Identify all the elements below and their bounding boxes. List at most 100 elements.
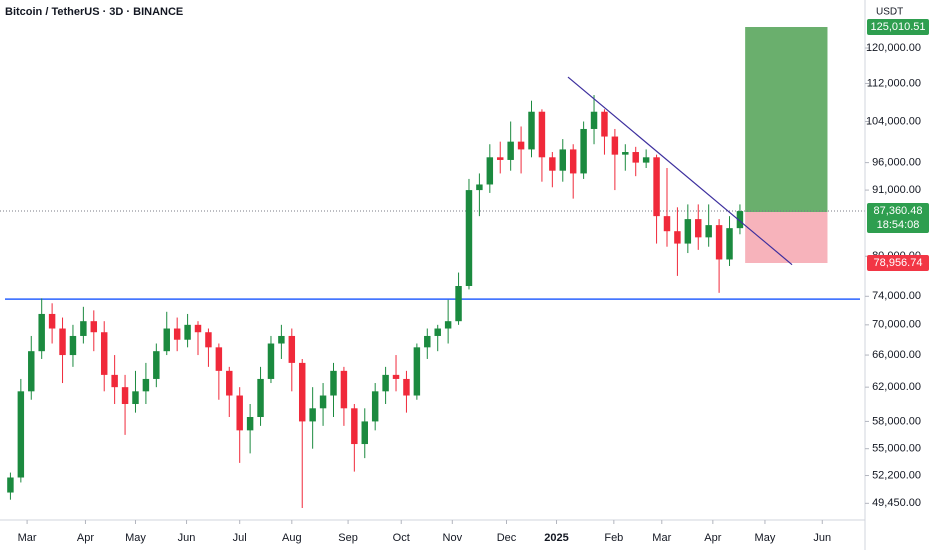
candle-body (371, 391, 379, 422)
candle-body (309, 408, 316, 422)
candle-body (424, 335, 431, 348)
price-labels: 125,010.5178,956.7486,736.3387,360.4818:… (867, 19, 929, 271)
loss-zone (745, 211, 828, 263)
candle-body (319, 395, 327, 409)
candle-body (184, 324, 191, 340)
x-tick-label: May (125, 532, 146, 544)
y-tick-label: 74,000.00 (872, 290, 921, 302)
candle-body (465, 190, 473, 286)
candle-body (392, 374, 400, 379)
candle-body (382, 374, 389, 392)
x-tick-label: Feb (604, 532, 623, 544)
x-tick-label: Jun (813, 532, 831, 544)
candle-body (632, 152, 639, 163)
x-tick-label: Sep (338, 532, 358, 544)
y-tick-label: 52,200.00 (872, 469, 921, 481)
candle-body (267, 343, 275, 379)
candle-body (434, 328, 441, 336)
x-tick-label: Mar (652, 532, 671, 544)
x-tick-label: May (755, 532, 776, 544)
trend-line (567, 76, 793, 266)
candle-body (194, 324, 202, 333)
candle-body (674, 231, 681, 244)
candle-body (90, 321, 98, 333)
candle-body (642, 157, 650, 163)
candle-body (69, 335, 77, 356)
candle-body (132, 391, 139, 405)
candle-body (705, 225, 712, 238)
y-tick-label: 66,000.00 (872, 349, 921, 361)
candle-body (497, 157, 504, 160)
price-label: 125,010.51 (870, 21, 925, 33)
candle-body (663, 216, 671, 232)
candle-body (28, 351, 35, 392)
candle-body (549, 157, 556, 171)
candle-body (684, 219, 692, 244)
plot-area (0, 27, 865, 509)
candle-body (559, 149, 567, 171)
candle-body (611, 136, 619, 155)
x-tick-label: Apr (704, 532, 721, 544)
candle-body (142, 378, 150, 392)
candle-body (173, 328, 181, 340)
candle-body (298, 362, 306, 422)
x-tick-label: 2025 (544, 532, 568, 544)
price-label-box (867, 19, 929, 36)
candle-body (538, 111, 546, 158)
candle-body (17, 391, 25, 478)
chart-title: Bitcoin / TetherUS · 3D · BINANCE (5, 6, 183, 18)
candle-body (715, 225, 723, 260)
candle-body (413, 347, 421, 396)
candle-body (153, 351, 160, 379)
candle-body (507, 141, 514, 160)
candle-body (476, 184, 483, 191)
candle-body (121, 387, 129, 405)
candle-body (205, 332, 212, 348)
candle-body (257, 378, 264, 418)
candle-body (163, 328, 170, 352)
x-tick-label: Dec (497, 532, 517, 544)
candle-body (517, 141, 525, 150)
x-tick-label: Jul (233, 532, 247, 544)
candle-body (403, 378, 410, 396)
candle-body (361, 421, 368, 445)
candle-body (601, 111, 608, 137)
candle-body (226, 370, 233, 396)
x-tick-label: Nov (443, 532, 463, 544)
candle-body (48, 313, 56, 329)
x-tick-label: Aug (282, 532, 302, 544)
candle-body (351, 408, 358, 445)
candle-body (59, 328, 66, 356)
y-tick-label: 120,000.00 (866, 42, 921, 54)
candle-body (7, 477, 14, 493)
candle-body (580, 128, 587, 174)
candle-body (278, 335, 285, 344)
y-tick-label: 112,000.00 (867, 77, 921, 89)
candle-body (236, 395, 243, 431)
y-tick-label: 91,000.00 (872, 184, 921, 196)
candle-body (695, 219, 702, 238)
candle-body (215, 347, 223, 371)
candle-body (330, 370, 337, 396)
candle-body (569, 149, 577, 174)
candle-body (38, 313, 45, 352)
candle-body (622, 152, 629, 155)
y-tick-label: 58,000.00 (872, 415, 921, 427)
y-tick-label: 49,450.00 (872, 497, 921, 509)
candle-body (590, 111, 598, 129)
candle-body (486, 157, 494, 185)
candle-body (111, 374, 118, 388)
countdown-label: 18:54:08 (877, 219, 920, 231)
candle-body (80, 321, 87, 336)
x-tick-label: Mar (18, 532, 37, 544)
y-tick-label: 55,000.00 (872, 443, 921, 455)
candle-body (288, 335, 296, 363)
price-label: 87,360.48 (874, 205, 923, 217)
y-tick-label: 62,000.00 (872, 381, 921, 393)
candle-body (528, 111, 535, 150)
candle-body (726, 228, 733, 260)
price-label-box (867, 254, 929, 271)
candle-body (736, 211, 744, 229)
candle-body (444, 321, 452, 329)
